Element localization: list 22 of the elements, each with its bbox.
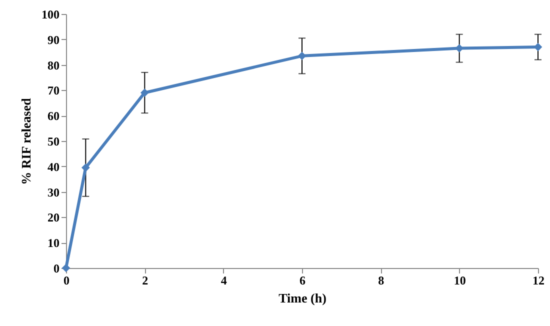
y-tick-label: 90 — [48, 32, 60, 47]
y-tick-label: 70 — [48, 84, 60, 98]
point — [81, 163, 90, 172]
y-tick-label: 10 — [48, 236, 60, 250]
y-tick-label: 50 — [48, 134, 60, 148]
point — [140, 88, 149, 97]
x-tick-label: 8 — [378, 274, 384, 288]
x-tick-label: 4 — [220, 274, 227, 288]
y-tick-label: 80 — [48, 58, 60, 72]
y-axis-title: % RIF released — [18, 97, 34, 185]
y-tick-label: 40 — [48, 160, 60, 174]
y-tick-label: 30 — [48, 185, 60, 200]
x-tick-label: 0 — [64, 274, 70, 288]
x-tick-label: 10 — [454, 274, 466, 288]
x-tick-label: 12 — [532, 274, 544, 288]
x-axis-title: Time (h) — [278, 290, 326, 306]
y-tick-label: 0 — [54, 262, 60, 276]
x-tick-label: 2 — [142, 274, 148, 288]
y-tick-label: 100 — [42, 8, 60, 22]
y-tick-label: 20 — [48, 210, 60, 225]
y-tick-label: 60 — [48, 109, 60, 124]
x-tick-label: 6 — [300, 274, 306, 288]
